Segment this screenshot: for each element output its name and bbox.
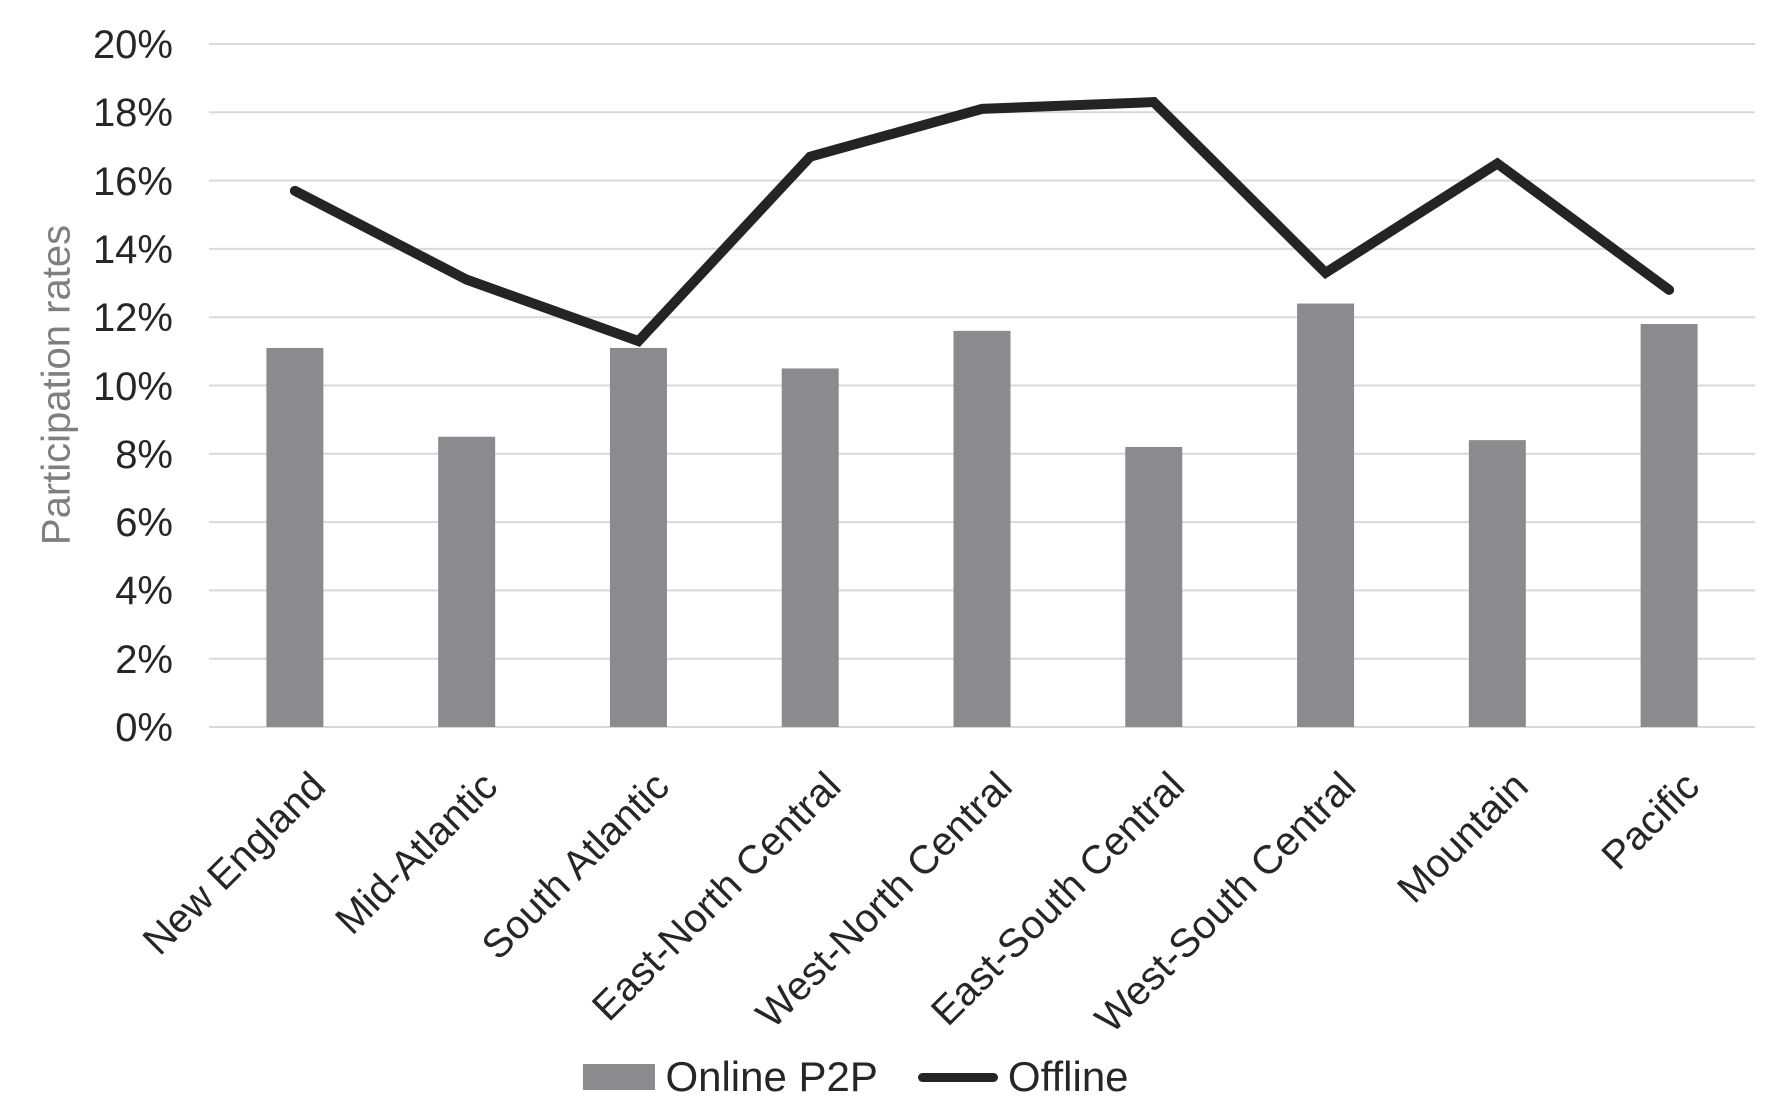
bar-East-North Central xyxy=(781,368,839,727)
bar-West-North Central xyxy=(953,330,1011,727)
y-axis-tick-label: 16% xyxy=(92,159,173,204)
y-axis-tick-label: 6% xyxy=(115,501,173,546)
bar-Mid-Atlantic xyxy=(438,436,496,727)
bar-East-South Central xyxy=(1125,446,1183,727)
y-axis-tick-label: 4% xyxy=(115,569,173,614)
y-axis-tick-label: 10% xyxy=(92,364,173,409)
legend-offline-label: Offline xyxy=(1007,1053,1129,1100)
y-axis-tick-label: 2% xyxy=(115,637,173,682)
y-axis-tick-label: 18% xyxy=(92,91,173,136)
bar-Pacific xyxy=(1640,324,1698,727)
y-axis-tick-label: 20% xyxy=(92,23,173,67)
bar-New England xyxy=(266,347,324,727)
bar-West-South Central xyxy=(1297,303,1355,727)
y-axis-tick-label: 0% xyxy=(115,706,173,750)
legend-online-p2p-label: Online P2P xyxy=(665,1053,878,1100)
bar-South Atlantic xyxy=(609,347,667,727)
y-axis-title: Participation rates xyxy=(34,224,79,546)
y-axis-tick-label: 14% xyxy=(92,227,173,272)
y-axis-tick-label: 8% xyxy=(115,432,173,477)
legend: Online P2P Offline xyxy=(0,1054,1752,1100)
legend-offline-swatch xyxy=(917,1072,998,1082)
bar-Mountain xyxy=(1468,440,1526,727)
legend-online-p2p-swatch xyxy=(583,1064,656,1090)
offline-line xyxy=(289,96,1675,347)
y-axis-tick-label: 12% xyxy=(92,296,173,341)
